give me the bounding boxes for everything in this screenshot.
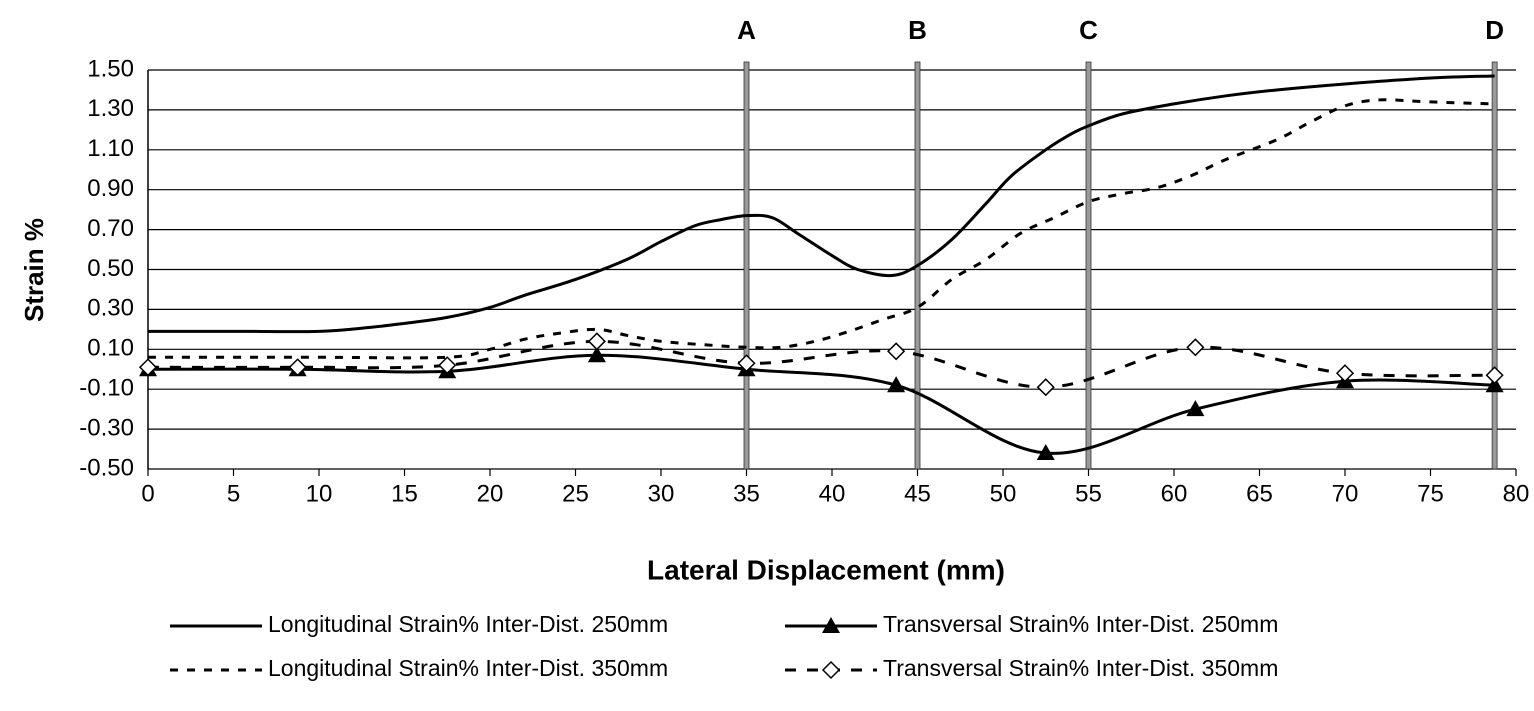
- y-tick-label: -0.50: [79, 454, 134, 481]
- y-tick-label: 0.90: [87, 175, 134, 202]
- x-tick-label: 15: [391, 480, 418, 507]
- legend-label: Transversal Strain% Inter-Dist. 250mm: [883, 611, 1278, 637]
- marker-diamond: [887, 342, 906, 361]
- reference-line: [743, 61, 750, 470]
- marker-diamond: [1186, 338, 1205, 357]
- legend-label: Transversal Strain% Inter-Dist. 350mm: [883, 655, 1278, 681]
- reference-line: [1491, 61, 1498, 470]
- marker-diamond: [1485, 366, 1504, 385]
- marker-triangle: [1036, 444, 1055, 461]
- y-tick-label: 0.50: [87, 255, 134, 282]
- marker-diamond: [1036, 378, 1055, 397]
- x-tick-label: 50: [990, 480, 1017, 507]
- reference-label: C: [1079, 15, 1098, 45]
- series-line: [147, 353, 1495, 455]
- y-tick-label: 1.10: [87, 135, 134, 162]
- marker-diamond: [288, 358, 307, 377]
- y-axis-title: Strain %: [19, 218, 49, 322]
- x-tick-label: 10: [306, 480, 333, 507]
- x-tick-label: 45: [904, 480, 931, 507]
- x-tick-label: 55: [1075, 480, 1102, 507]
- x-tick-label: 60: [1161, 480, 1188, 507]
- marker-triangle: [1186, 400, 1205, 417]
- marker-diamond: [737, 354, 756, 373]
- x-tick-label: 30: [648, 480, 675, 507]
- reference-label: A: [737, 15, 756, 45]
- y-tick-label: -0.30: [79, 414, 134, 441]
- y-tick-label: -0.10: [79, 375, 134, 402]
- x-tick-label: 80: [1503, 480, 1530, 507]
- legend-label: Longitudinal Strain% Inter-Dist. 350mm: [268, 655, 668, 681]
- y-tick-label: 0.30: [87, 295, 134, 322]
- marker-diamond: [1335, 364, 1355, 383]
- x-tick-label: 75: [1417, 480, 1444, 507]
- marker-triangle: [887, 376, 906, 393]
- x-tick-label: 0: [141, 480, 154, 507]
- x-tick-label: 25: [562, 480, 589, 507]
- series-line: [147, 339, 1495, 389]
- marker-triangle: [587, 346, 606, 363]
- legend-label: Longitudinal Strain% Inter-Dist. 250mm: [268, 611, 668, 637]
- x-tick-label: 5: [227, 480, 240, 507]
- y-tick-label: 1.30: [87, 95, 134, 122]
- x-axis-title: Lateral Displacement (mm): [647, 554, 1005, 585]
- marker-diamond: [438, 356, 457, 375]
- y-tick-label: 0.70: [87, 215, 134, 242]
- x-tick-label: 20: [477, 480, 504, 507]
- marker-diamond: [821, 660, 841, 680]
- reference-line: [1085, 61, 1092, 470]
- marker-triangle: [822, 617, 840, 633]
- x-tick-label: 40: [819, 480, 846, 507]
- marker-diamond: [587, 332, 606, 351]
- reference-label: B: [908, 15, 927, 45]
- y-tick-label: 1.50: [87, 55, 134, 82]
- reference-label: D: [1485, 15, 1504, 45]
- series-line: [148, 98, 1495, 360]
- marker-diamond: [138, 358, 158, 377]
- x-tick-label: 70: [1332, 480, 1359, 507]
- x-tick-label: 35: [733, 480, 760, 507]
- series-line: [148, 74, 1495, 334]
- x-tick-label: 65: [1246, 480, 1273, 507]
- y-tick-label: 0.10: [87, 335, 134, 362]
